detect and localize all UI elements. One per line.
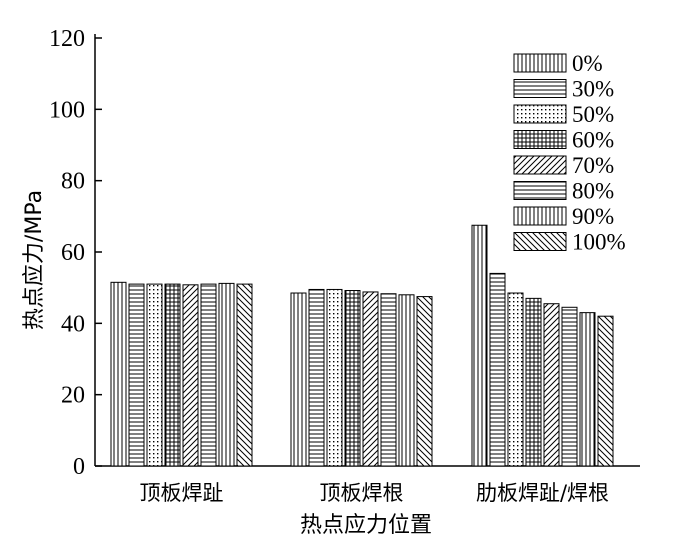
legend-label: 90%: [572, 204, 614, 229]
bar: [182, 284, 199, 467]
legend-swatch: [513, 130, 567, 149]
bar: [380, 293, 397, 467]
bar: [543, 303, 560, 467]
y-tick-label: 100: [49, 97, 85, 123]
y-tick-label: 40: [61, 311, 85, 337]
bar: [597, 315, 614, 467]
bar-groups: [110, 224, 614, 467]
legend: 0%30%50%60%70%80%90%100%: [513, 51, 626, 255]
legend-label: 80%: [572, 179, 614, 204]
legend-swatch: [513, 232, 567, 251]
legend-item: 50%: [513, 102, 614, 127]
x-category-label: 顶板焊根: [320, 481, 404, 505]
y-tick-label: 20: [61, 383, 85, 409]
bar: [326, 288, 343, 467]
legend-swatch: [513, 53, 567, 73]
legend-label: 50%: [572, 102, 614, 127]
legend-label: 0%: [572, 51, 603, 76]
legend-label: 30%: [572, 77, 614, 102]
legend-label: 70%: [572, 153, 614, 178]
bar: [164, 283, 181, 467]
x-axis-category-labels: 顶板焊趾 顶板焊根 肋板焊趾/焊根: [140, 481, 610, 505]
y-axis-title: 热点应力/MPa: [22, 190, 47, 330]
y-tick-label: 120: [49, 26, 85, 52]
legend-swatch: [513, 181, 567, 200]
legend-item: 100%: [513, 230, 626, 255]
bar: [561, 306, 578, 467]
legend-item: 0%: [513, 51, 603, 76]
legend-swatch: [513, 155, 567, 175]
bar-group: [471, 224, 614, 467]
legend-swatch: [513, 104, 567, 124]
x-axis-title: 热点应力位置: [300, 513, 432, 538]
legend-label: 60%: [572, 128, 614, 153]
bar: [579, 312, 596, 467]
bar-group: [290, 288, 433, 467]
x-category-label: 顶板焊趾: [140, 481, 224, 505]
bar: [416, 296, 433, 467]
bar: [128, 283, 145, 467]
bar: [362, 291, 379, 467]
legend-item: 90%: [513, 204, 614, 229]
bar-group: [110, 281, 253, 467]
legend-label: 100%: [572, 230, 626, 255]
bar: [236, 283, 253, 467]
legend-swatch: [513, 79, 567, 98]
y-tick-label: 60: [61, 240, 85, 266]
y-tick-label: 80: [61, 169, 85, 195]
bar: [146, 283, 163, 467]
bar: [200, 283, 217, 467]
bar: [290, 292, 307, 467]
legend-item: 30%: [513, 77, 614, 102]
bar: [525, 297, 542, 467]
bar: [344, 290, 361, 467]
bar: [507, 292, 524, 467]
legend-item: 60%: [513, 128, 614, 153]
bar: [471, 224, 488, 467]
legend-swatch: [513, 206, 567, 226]
bar: [308, 288, 325, 467]
legend-item: 70%: [513, 153, 614, 178]
bar: [398, 294, 415, 467]
legend-item: 80%: [513, 179, 614, 204]
bar: [218, 282, 235, 467]
x-category-label: 肋板焊趾/焊根: [476, 481, 609, 505]
bar: [489, 272, 506, 467]
bar: [110, 281, 127, 467]
y-axis-ticks: 0 20 40 60 80 100 120: [49, 26, 102, 480]
y-tick-label: 0: [73, 454, 85, 480]
